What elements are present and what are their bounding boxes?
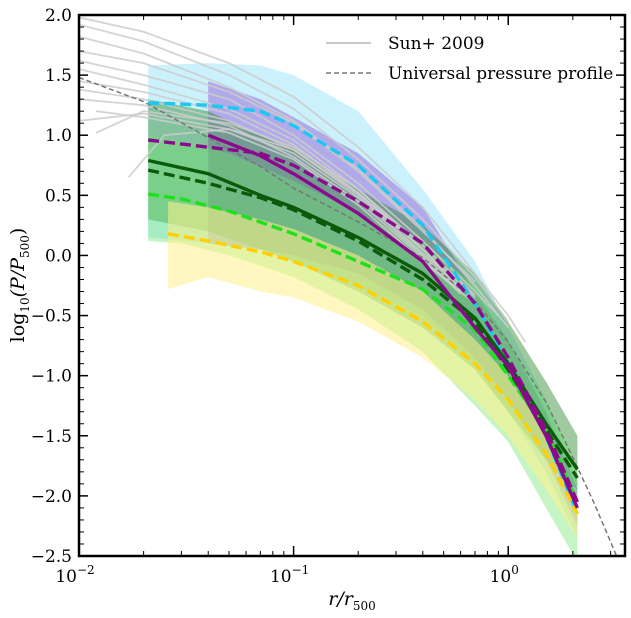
series-lines bbox=[147, 101, 579, 515]
y-axis-label-log: log bbox=[7, 313, 29, 343]
x-tick-label: 100 bbox=[490, 563, 519, 587]
y-tick-label: −2.0 bbox=[31, 487, 72, 507]
sun2009-line-2 bbox=[79, 23, 509, 323]
plot-frame bbox=[77, 13, 627, 558]
series-line-purple-dashed bbox=[147, 138, 579, 503]
sun2009-line-1 bbox=[79, 16, 526, 343]
sun2009-line-11 bbox=[79, 112, 462, 293]
y-tick-label: 0.5 bbox=[45, 186, 72, 206]
legend-sun2009-label: Sun+ 2009 bbox=[388, 34, 484, 54]
legend-upp-label: Universal pressure profile bbox=[388, 64, 613, 84]
x-tick-label: 10−2 bbox=[55, 563, 94, 587]
y-tick-label: −0.5 bbox=[31, 307, 72, 327]
x-axis-label-sub: 500 bbox=[353, 599, 376, 613]
y-axis-label: log10(P/P500) bbox=[7, 228, 32, 343]
y-tick-label: 1.0 bbox=[45, 126, 72, 146]
upp-curve bbox=[79, 76, 618, 556]
sun2009-line-6 bbox=[79, 68, 476, 296]
y-axis-label-mid: (P/P bbox=[7, 257, 29, 298]
axis-tick-labels: 2.0 1.5 1.0 0.5 0.0 −0.5 −1.0 −1.5 −2.0 −2.510−2 1… bbox=[31, 6, 519, 587]
y-tick-label: 1.5 bbox=[45, 66, 72, 86]
y-tick-label: 0.0 bbox=[45, 246, 72, 266]
band-yellow-dashed bbox=[168, 201, 578, 539]
y-axis-label-sub2: 500 bbox=[18, 235, 32, 258]
y-axis-label-end: ) bbox=[7, 228, 29, 235]
x-axis-label-main: r/r bbox=[328, 588, 354, 610]
y-tick-label: −2.5 bbox=[31, 547, 72, 567]
y-axis-label-sub1: 10 bbox=[18, 297, 32, 312]
series-line-purple-solid bbox=[207, 133, 579, 509]
x-axis-label: r/r500 bbox=[328, 588, 375, 613]
series-line-green-dashed bbox=[147, 192, 579, 503]
sun2009-line-4 bbox=[79, 50, 476, 283]
y-tick-label: 2.0 bbox=[45, 6, 72, 26]
y-tick-label: −1.0 bbox=[31, 367, 72, 387]
band-cyan-dashed bbox=[148, 63, 578, 538]
universal-pressure-profile-line bbox=[79, 76, 618, 556]
x-tick-label: 10−1 bbox=[270, 563, 309, 587]
y-tick-label: −1.5 bbox=[31, 427, 72, 447]
series-line-yellow-dashed bbox=[167, 232, 579, 515]
sun2009-line-5 bbox=[79, 59, 500, 317]
band-darkgreen-solid bbox=[148, 99, 578, 490]
legend: Sun+ 2009 Universal pressure profile bbox=[326, 34, 613, 84]
